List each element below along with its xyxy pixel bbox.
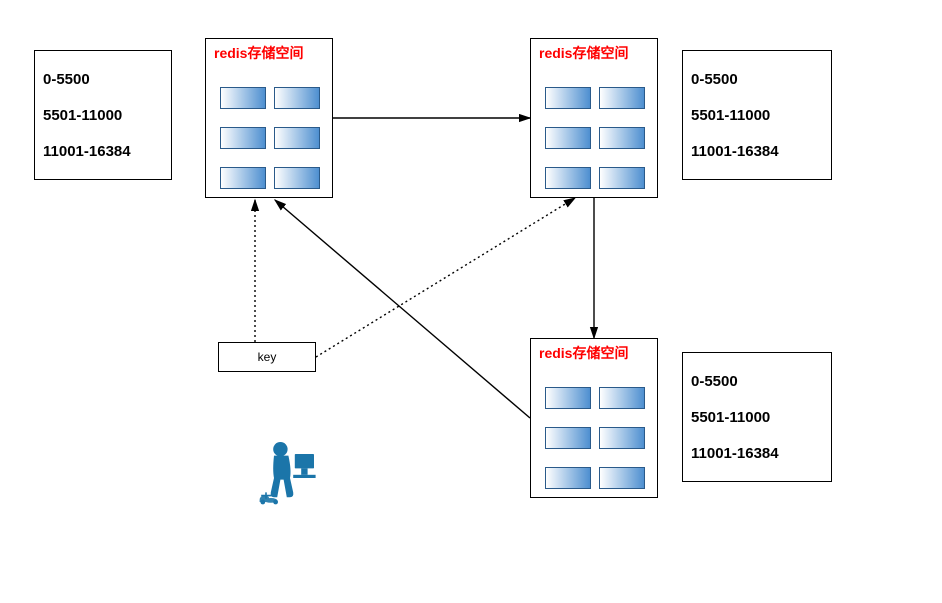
data-block — [545, 167, 591, 189]
data-block — [599, 427, 645, 449]
user-at-computer-icon — [250, 430, 330, 510]
slot-range-line: 0-5500 — [43, 71, 163, 88]
key-box: key — [218, 342, 316, 372]
redis-node-title: redis存储空间 — [214, 43, 303, 63]
redis-node-title: redis存储空间 — [539, 43, 628, 63]
data-block — [599, 87, 645, 109]
slot-range-line: 11001-16384 — [43, 143, 163, 160]
redis-node: redis存储空间 — [530, 338, 658, 498]
redis-node: redis存储空间 — [205, 38, 333, 198]
data-block — [274, 127, 320, 149]
data-block — [545, 387, 591, 409]
slot-range-line: 0-5500 — [691, 373, 823, 390]
slot-range-line: 0-5500 — [691, 71, 823, 88]
data-block — [274, 167, 320, 189]
data-block — [220, 167, 266, 189]
data-block — [545, 127, 591, 149]
data-block — [599, 167, 645, 189]
slot-range-line: 11001-16384 — [691, 445, 823, 462]
slot-range-box: 0-5500 5501-11000 11001-16384 — [34, 50, 172, 180]
redis-node: redis存储空间 — [530, 38, 658, 198]
data-block — [220, 87, 266, 109]
slot-range-box: 0-5500 5501-11000 11001-16384 — [682, 352, 832, 482]
slot-range-line: 11001-16384 — [691, 143, 823, 160]
data-block — [545, 427, 591, 449]
data-block — [599, 127, 645, 149]
key-label: key — [258, 350, 277, 364]
data-block — [220, 127, 266, 149]
slot-range-line: 5501-11000 — [691, 409, 823, 426]
data-block — [274, 87, 320, 109]
slot-range-line: 5501-11000 — [691, 107, 823, 124]
edge-e-n3-n1 — [275, 200, 530, 418]
slot-range-line: 5501-11000 — [43, 107, 163, 124]
data-block — [545, 87, 591, 109]
slot-range-box: 0-5500 5501-11000 11001-16384 — [682, 50, 832, 180]
data-block — [545, 467, 591, 489]
edge-e-key-n2 — [316, 198, 575, 357]
data-block — [599, 467, 645, 489]
data-block — [599, 387, 645, 409]
redis-node-title: redis存储空间 — [539, 343, 628, 363]
